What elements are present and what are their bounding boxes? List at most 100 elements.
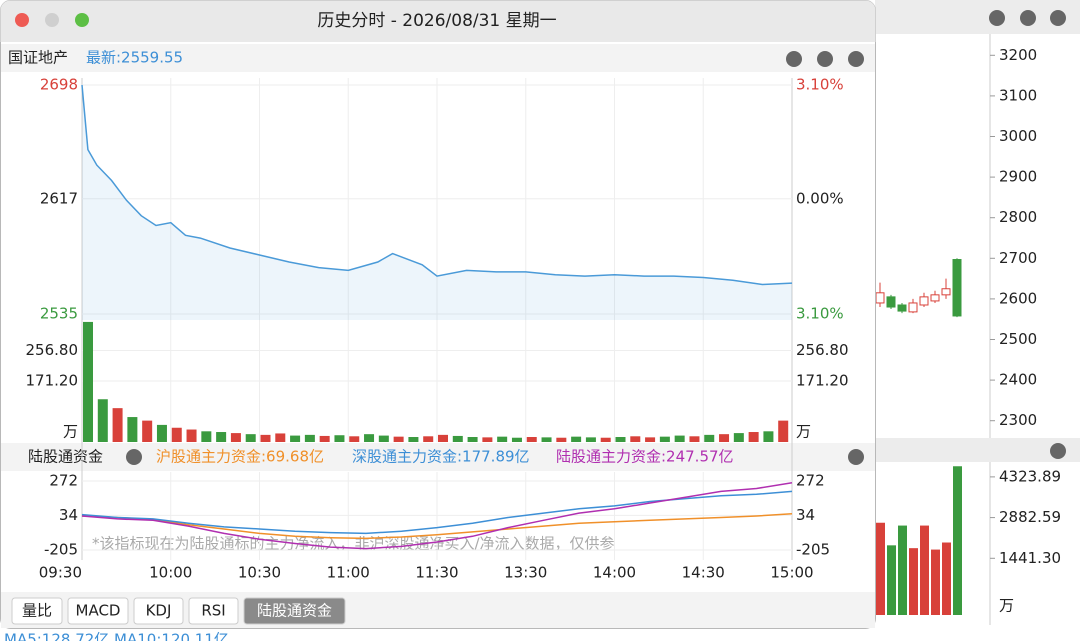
tab[interactable]: [67, 597, 129, 625]
y-tick-label: 2698: [40, 76, 78, 94]
volume-bar: [275, 433, 286, 442]
volume-bar: [423, 436, 434, 442]
y-tick-label: 272: [796, 472, 825, 490]
volume-bar: [645, 437, 656, 442]
volume-bar: [482, 437, 493, 442]
window-title: 历史分时 - 2026/08/31 星期一: [317, 11, 556, 31]
tab-label[interactable]: RSI: [201, 602, 225, 620]
legend-entry: 陆股通主力资金:247.57亿: [556, 448, 734, 466]
volume-bar: [511, 437, 522, 442]
volume-bar: [304, 434, 315, 442]
x-tick-label: 10:00: [149, 564, 192, 582]
x-tick-label: 11:00: [327, 564, 370, 582]
tab-label[interactable]: 量比: [22, 602, 52, 620]
bg-toolbar: [875, 0, 1080, 34]
volume-bar: [600, 437, 611, 442]
unit-label: 万: [63, 423, 78, 441]
volume-bar: [920, 525, 929, 615]
volume-bar: [931, 549, 940, 615]
volume-bar: [393, 436, 404, 442]
tab[interactable]: [243, 597, 346, 625]
volume-bar: [408, 437, 419, 442]
candle-body: [941, 288, 951, 296]
y-tick-label: 2600: [999, 289, 1037, 307]
tab-label[interactable]: 陆股通资金: [257, 602, 332, 620]
y-tick-label: 2535: [40, 305, 78, 323]
y-tick-label: 34: [59, 506, 78, 524]
volume-bar: [615, 437, 626, 442]
volume-bar: [438, 434, 448, 442]
x-tick-label: 10:30: [238, 564, 281, 582]
candle-body: [919, 296, 929, 306]
volume-bar: [887, 545, 896, 615]
y-tick-label: 3000: [999, 127, 1037, 145]
volume-bar: [630, 436, 641, 442]
y-tick-label: 3100: [999, 86, 1037, 104]
zoom-out[interactable]: [817, 51, 833, 67]
bg-separator: [875, 438, 1080, 462]
legend-entry: 深股通主力资金:177.89亿: [352, 448, 530, 466]
settings[interactable]: [1050, 443, 1066, 459]
zoom-out[interactable]: [1020, 10, 1036, 26]
x-tick-label: 15:00: [770, 564, 813, 582]
tab-label[interactable]: MACD: [76, 602, 121, 620]
settings[interactable]: [848, 51, 864, 67]
close-button[interactable]: [15, 13, 29, 27]
y-tick-label: 2882.59: [999, 508, 1061, 526]
y-tick-label: 2900: [999, 168, 1037, 186]
y-tick-label: 256.80: [26, 341, 79, 359]
volume-bar: [171, 427, 182, 442]
volume-bar: [186, 429, 197, 442]
volume-bar: [467, 437, 478, 442]
zoom-in[interactable]: [786, 51, 802, 67]
candle-body: [886, 296, 896, 308]
volume-bar: [216, 432, 227, 442]
tab-bar: [1, 592, 875, 628]
volume-bar: [571, 436, 582, 442]
legend-entry: 沪股通主力资金:69.68亿: [156, 448, 324, 466]
volume-bar: [201, 431, 212, 442]
zoom-button[interactable]: [75, 13, 89, 27]
tab[interactable]: [188, 597, 239, 625]
volume-bar: [378, 435, 389, 442]
candle-body: [908, 302, 918, 313]
tab-label[interactable]: KDJ: [146, 602, 172, 620]
zoom-in[interactable]: [989, 10, 1005, 26]
volume-bar: [319, 435, 330, 442]
flow-title[interactable]: 陆股通资金: [28, 448, 103, 466]
y-tick-label: 2700: [999, 249, 1037, 267]
volume-bar: [778, 420, 789, 442]
volume-bar: [876, 522, 885, 615]
flow-line: [81, 513, 793, 540]
minimize-button[interactable]: [45, 13, 59, 27]
settings[interactable]: [1050, 10, 1066, 26]
percent-label: 0.00%: [796, 189, 844, 207]
volume-bar: [748, 432, 759, 442]
y-tick-label: 272: [49, 472, 78, 490]
ma-text: MA5:128.72亿 MA10:120.11亿: [4, 631, 229, 641]
y-tick-label: -205: [44, 541, 78, 559]
percent-label: 3.10%: [796, 76, 844, 94]
volume-bar: [245, 434, 256, 442]
candle-body: [875, 292, 885, 304]
price-area: [82, 85, 792, 320]
unit-label: 万: [999, 597, 1014, 615]
x-tick-label: 11:30: [415, 564, 458, 582]
volume-bar: [230, 433, 241, 442]
info-icon[interactable]: [126, 449, 142, 465]
volume-bar: [156, 424, 167, 442]
x-tick-label: 09:30: [39, 564, 82, 582]
tab[interactable]: [133, 597, 184, 625]
volume-bar: [452, 435, 463, 442]
y-tick-label: 171.20: [26, 372, 79, 390]
panel-name: 国证地产: [8, 49, 68, 67]
volume-bar: [541, 437, 552, 442]
price-line: [81, 84, 793, 286]
y-tick-label: 2617: [40, 189, 78, 207]
tabs: 量比 MACD KDJ RSI 陆股通资金: [11, 597, 346, 625]
volume-bar: [909, 548, 918, 615]
percent-label: 3.10%: [796, 305, 844, 323]
settings[interactable]: [848, 449, 864, 465]
tab[interactable]: [11, 597, 63, 625]
